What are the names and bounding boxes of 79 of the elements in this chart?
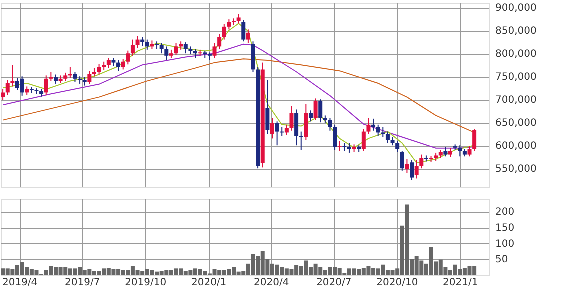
candlestick	[49, 72, 54, 82]
y-tick-label: 600,000	[496, 141, 537, 152]
candlestick	[266, 80, 270, 135]
candlestick	[284, 124, 289, 136]
candlestick	[376, 124, 380, 137]
y-tick-label: 900,000	[496, 3, 537, 14]
candlestick	[347, 142, 352, 154]
candlestick	[386, 131, 390, 144]
candlestick	[270, 118, 274, 140]
y-tick-label: 800,000	[496, 49, 537, 60]
candlestick	[130, 39, 135, 56]
candlestick	[299, 131, 304, 151]
candlestick	[222, 24, 226, 40]
candlestick	[304, 104, 308, 141]
candlestick	[314, 98, 318, 121]
candlestick	[54, 74, 58, 84]
candlestick	[174, 42, 178, 56]
x-tick-label: 2021/1	[443, 278, 478, 288]
candlestick	[88, 70, 92, 85]
candlestick	[10, 64, 15, 88]
candlestick	[184, 42, 188, 54]
candlestick	[420, 154, 424, 170]
candlestick	[444, 146, 448, 158]
candlestick	[308, 110, 313, 122]
x-tick-label: 2019/4	[2, 278, 38, 288]
candlestick	[160, 42, 164, 54]
candlestick	[410, 160, 414, 181]
candlestick	[458, 145, 462, 158]
x-tick-label: 2019/7	[65, 278, 100, 288]
candlestick	[338, 140, 342, 152]
candlestick	[227, 19, 232, 30]
y-tick-label: 850,000	[496, 26, 537, 38]
candlestick	[121, 58, 126, 70]
candlestick	[242, 20, 246, 42]
x-tick-label: 2020/10	[376, 278, 418, 288]
candlestick	[236, 14, 241, 24]
y-tick-label: 150	[496, 223, 515, 234]
candlestick	[472, 128, 477, 152]
candlestick	[73, 72, 78, 83]
y-tick-label: 50	[496, 254, 508, 266]
candlestick	[328, 118, 332, 132]
candlestick	[97, 64, 102, 76]
candlestick	[212, 42, 217, 59]
candlestick	[362, 128, 366, 152]
line-series	[2, 23, 476, 164]
candlestick	[414, 160, 419, 180]
candlestick	[6, 80, 10, 96]
y-tick-label: 650,000	[496, 118, 537, 130]
x-tick-label: 2019/10	[125, 278, 167, 288]
candlestick	[294, 109, 299, 146]
candlestick	[1, 88, 6, 102]
x-tick-label: 2020/7	[316, 278, 352, 288]
y-tick-label: 550,000	[496, 164, 537, 176]
candlestick	[116, 60, 121, 72]
candlestick	[106, 58, 111, 69]
candlestick	[126, 50, 130, 66]
candlestick	[396, 140, 400, 153]
candlestick	[318, 99, 323, 124]
x-tick-label: 2020/4	[254, 278, 290, 288]
candlestick	[155, 41, 160, 50]
candlestick	[400, 150, 404, 172]
y-tick-label: 100	[496, 238, 515, 250]
candlestick	[366, 118, 371, 135]
y-tick-label: 750,000	[496, 72, 537, 84]
candlestick	[164, 46, 169, 61]
candlestick	[218, 34, 222, 50]
y-tick-label: 200	[496, 207, 515, 218]
candlestick	[290, 106, 294, 132]
candlestick	[44, 75, 48, 96]
candlestick	[145, 39, 150, 50]
x-tick-label: 2020/1	[191, 278, 227, 288]
candlestick	[381, 126, 386, 138]
candlestick	[275, 121, 280, 146]
y-tick-label: 700,000	[496, 95, 537, 106]
candlestick	[333, 124, 338, 151]
candlestick	[136, 36, 140, 49]
candlestick	[405, 158, 410, 174]
candlestick	[246, 29, 250, 44]
candlestick	[468, 146, 472, 158]
